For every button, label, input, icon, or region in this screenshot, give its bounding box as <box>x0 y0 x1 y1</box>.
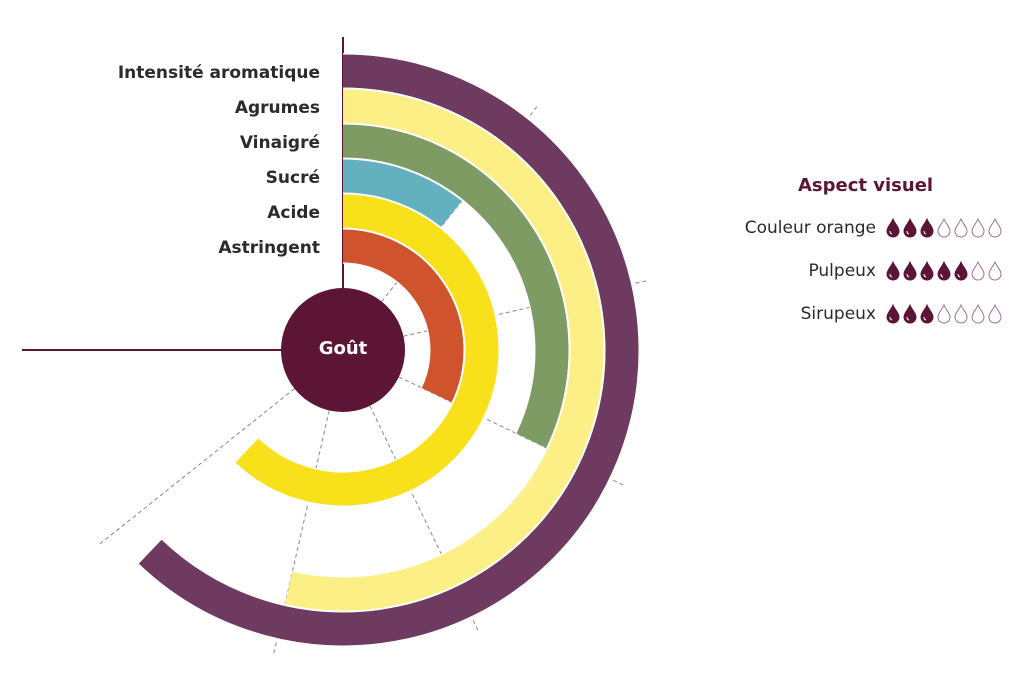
bar-acide <box>235 194 499 506</box>
drop-empty-icon <box>971 261 985 281</box>
bar-sucr- <box>342 159 462 228</box>
series-label: Sucré <box>265 168 320 188</box>
aspect-row: Pulpeux <box>808 260 1002 282</box>
bar-intensit-aromatique <box>138 54 639 646</box>
drop-filled-icon <box>886 304 900 324</box>
drop-empty-icon <box>988 218 1002 238</box>
drop-empty-icon <box>971 218 985 238</box>
drop-filled-icon <box>886 261 900 281</box>
drop-rating <box>886 304 1002 324</box>
center-label: Goût <box>318 338 368 359</box>
bar-vinaigr- <box>342 124 569 448</box>
drop-filled-icon <box>886 218 900 238</box>
drop-rating <box>886 218 1002 238</box>
center-circle <box>281 288 405 412</box>
drop-empty-icon <box>954 304 968 324</box>
drop-empty-icon <box>937 218 951 238</box>
drop-filled-icon <box>920 261 934 281</box>
series-label: Agrumes <box>234 98 320 118</box>
bar-agrumes <box>285 89 604 611</box>
series-label: Intensité aromatique <box>117 63 320 83</box>
series-label: Vinaigré <box>239 133 320 153</box>
drop-filled-icon <box>954 261 968 281</box>
aspect-label: Pulpeux <box>808 261 876 281</box>
drop-empty-icon <box>971 304 985 324</box>
aspect-label: Sirupeux <box>800 304 876 324</box>
drop-filled-icon <box>903 304 917 324</box>
drop-empty-icon <box>988 261 1002 281</box>
drop-filled-icon <box>903 218 917 238</box>
series-label: Astringent <box>218 238 320 258</box>
drop-filled-icon <box>920 218 934 238</box>
drop-rating <box>886 261 1002 281</box>
drop-empty-icon <box>988 304 1002 324</box>
drop-filled-icon <box>937 261 951 281</box>
aspect-row: Couleur orange <box>745 217 1002 239</box>
aspect-title: Aspect visuel <box>798 175 934 196</box>
aspect-label: Couleur orange <box>744 218 876 238</box>
bar-astringent <box>342 229 464 403</box>
drop-empty-icon <box>954 218 968 238</box>
aspect-row: Sirupeux <box>801 303 1002 325</box>
drop-empty-icon <box>937 304 951 324</box>
drop-filled-icon <box>920 304 934 324</box>
series-label: Acide <box>267 203 320 223</box>
drop-filled-icon <box>903 261 917 281</box>
